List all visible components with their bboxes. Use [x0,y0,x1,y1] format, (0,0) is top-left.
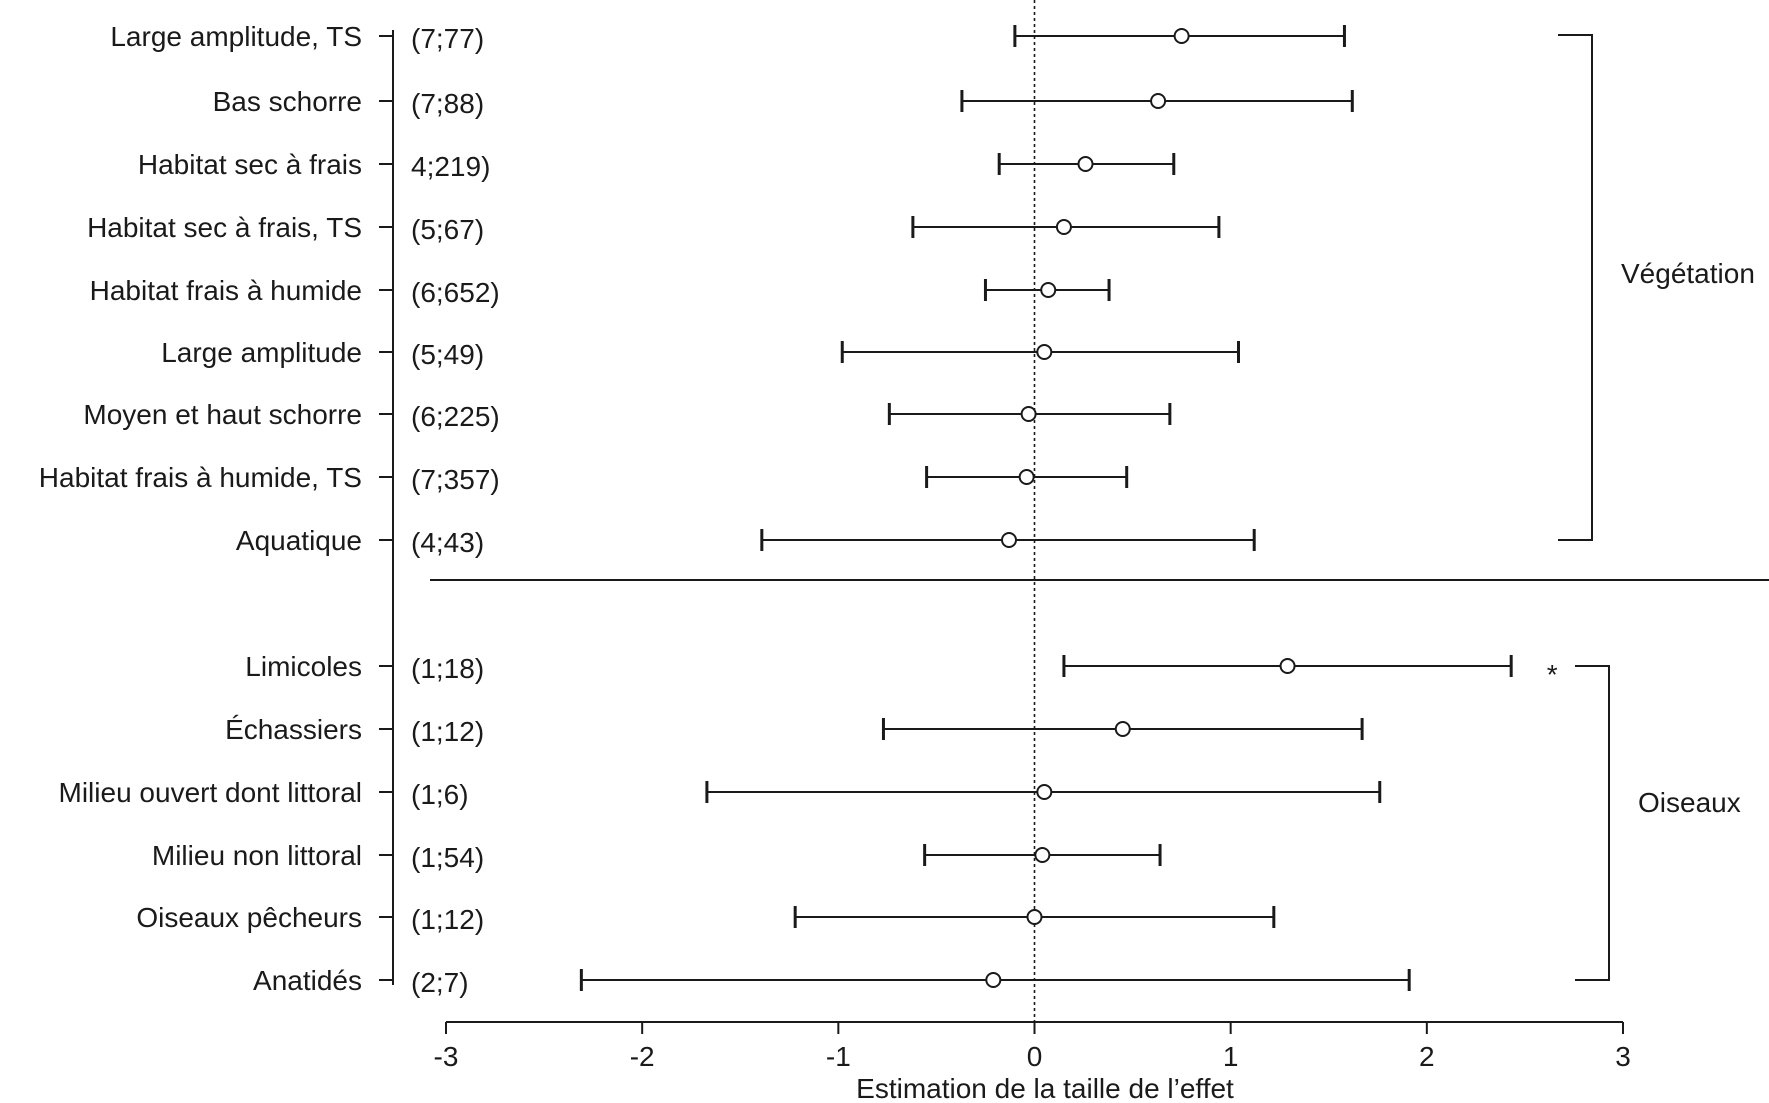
row-count: (6;652) [411,277,500,308]
row-label: Anatidés [253,965,362,996]
row-count: (1;18) [411,653,484,684]
point-estimate [1034,847,1051,863]
row-count: (7;77) [411,23,484,54]
forest-row: Limicoles (1;18) * [245,651,1557,690]
point-estimate [1000,532,1017,548]
axes: -3 -2 -1 0 1 2 3 [392,0,1769,1072]
point-estimate [1036,784,1053,800]
x-tick-label: 2 [1419,1041,1435,1072]
point-estimate [1114,721,1131,737]
row-count: (1;12) [411,716,484,747]
row-count: (1;12) [411,904,484,935]
point-estimate [1026,909,1043,925]
forest-row: Milieu non littoral (1;54) [152,840,1162,873]
point-estimate [1077,156,1094,172]
row-count: (2;7) [411,967,469,998]
forest-row: Aquatique (4;43) [236,525,1256,558]
point-estimate [1173,28,1190,44]
bracket-line [1558,34,1593,541]
group-label: Oiseaux [1638,787,1741,818]
point-estimate [985,972,1002,988]
bracket-line [1575,665,1610,981]
x-tick-label: 1 [1223,1041,1239,1072]
forest-row: Large amplitude, TS (7;77) [110,21,1346,54]
point-estimate [1036,344,1053,360]
row-count: 4;219) [411,151,490,182]
row-count: (5;49) [411,339,484,370]
group-brackets: Végétation Oiseaux [1558,34,1755,981]
row-count: (7;357) [411,464,500,495]
forest-row: Moyen et haut schorre (6;225) [83,399,1172,432]
forest-row: Habitat sec à frais, TS (5;67) [87,212,1221,245]
point-estimate [1150,93,1167,109]
point-estimate [1020,406,1037,422]
row-label: Milieu non littoral [152,840,362,871]
row-label: Habitat sec à frais [138,149,362,180]
point-estimate [1279,658,1296,674]
group-label: Végétation [1621,258,1755,289]
forest-row: Large amplitude (5;49) [161,337,1241,370]
row-count: (7;88) [411,88,484,119]
row-count: (6;225) [411,401,500,432]
row-label: Milieu ouvert dont littoral [59,777,362,808]
x-tick-label: -1 [826,1041,851,1072]
row-label: Habitat frais à humide, TS [39,462,362,493]
x-tick-label: -2 [630,1041,655,1072]
row-label: Habitat frais à humide [90,275,362,306]
point-estimate [1018,469,1035,485]
row-label: Bas schorre [213,86,362,117]
x-tick-label: 0 [1027,1041,1043,1072]
group-bracket: Végétation [1558,34,1755,541]
forest-row: Milieu ouvert dont littoral (1;6) [59,777,1382,810]
point-estimate [1040,282,1057,298]
rows: Large amplitude, TS (7;77) Bas schorre (7;8… [39,21,1558,998]
x-tick-label: -3 [434,1041,459,1072]
forest-row: Échassiers (1;12) [225,714,1364,747]
forest-row: Bas schorre (7;88) [213,86,1354,119]
forest-row: Anatidés (2;7) [253,965,1411,998]
row-label: Large amplitude [161,337,362,368]
row-count: (4;43) [411,527,484,558]
row-label: Habitat sec à frais, TS [87,212,362,243]
forest-row: Habitat sec à frais 4;219) [138,149,1176,182]
significance-marker: * [1547,659,1558,690]
row-label: Moyen et haut schorre [83,399,362,430]
row-count: (5;67) [411,214,484,245]
x-axis-title: Estimation de la taille de l’effet [856,1073,1234,1103]
row-count: (1;54) [411,842,484,873]
row-label: Large amplitude, TS [110,21,362,52]
point-estimate [1055,219,1072,235]
x-tick-label: 3 [1615,1041,1631,1072]
forest-row: Oiseaux pêcheurs (1;12) [136,902,1276,935]
row-label: Oiseaux pêcheurs [136,902,362,933]
forest-row: Habitat frais à humide, TS (7;357) [39,462,1129,495]
row-label: Aquatique [236,525,362,556]
row-label: Limicoles [245,651,362,682]
forest-row: Habitat frais à humide (6;652) [90,275,1111,308]
row-label: Échassiers [225,714,362,745]
row-count: (1;6) [411,779,469,810]
group-bracket: Oiseaux [1575,665,1741,981]
